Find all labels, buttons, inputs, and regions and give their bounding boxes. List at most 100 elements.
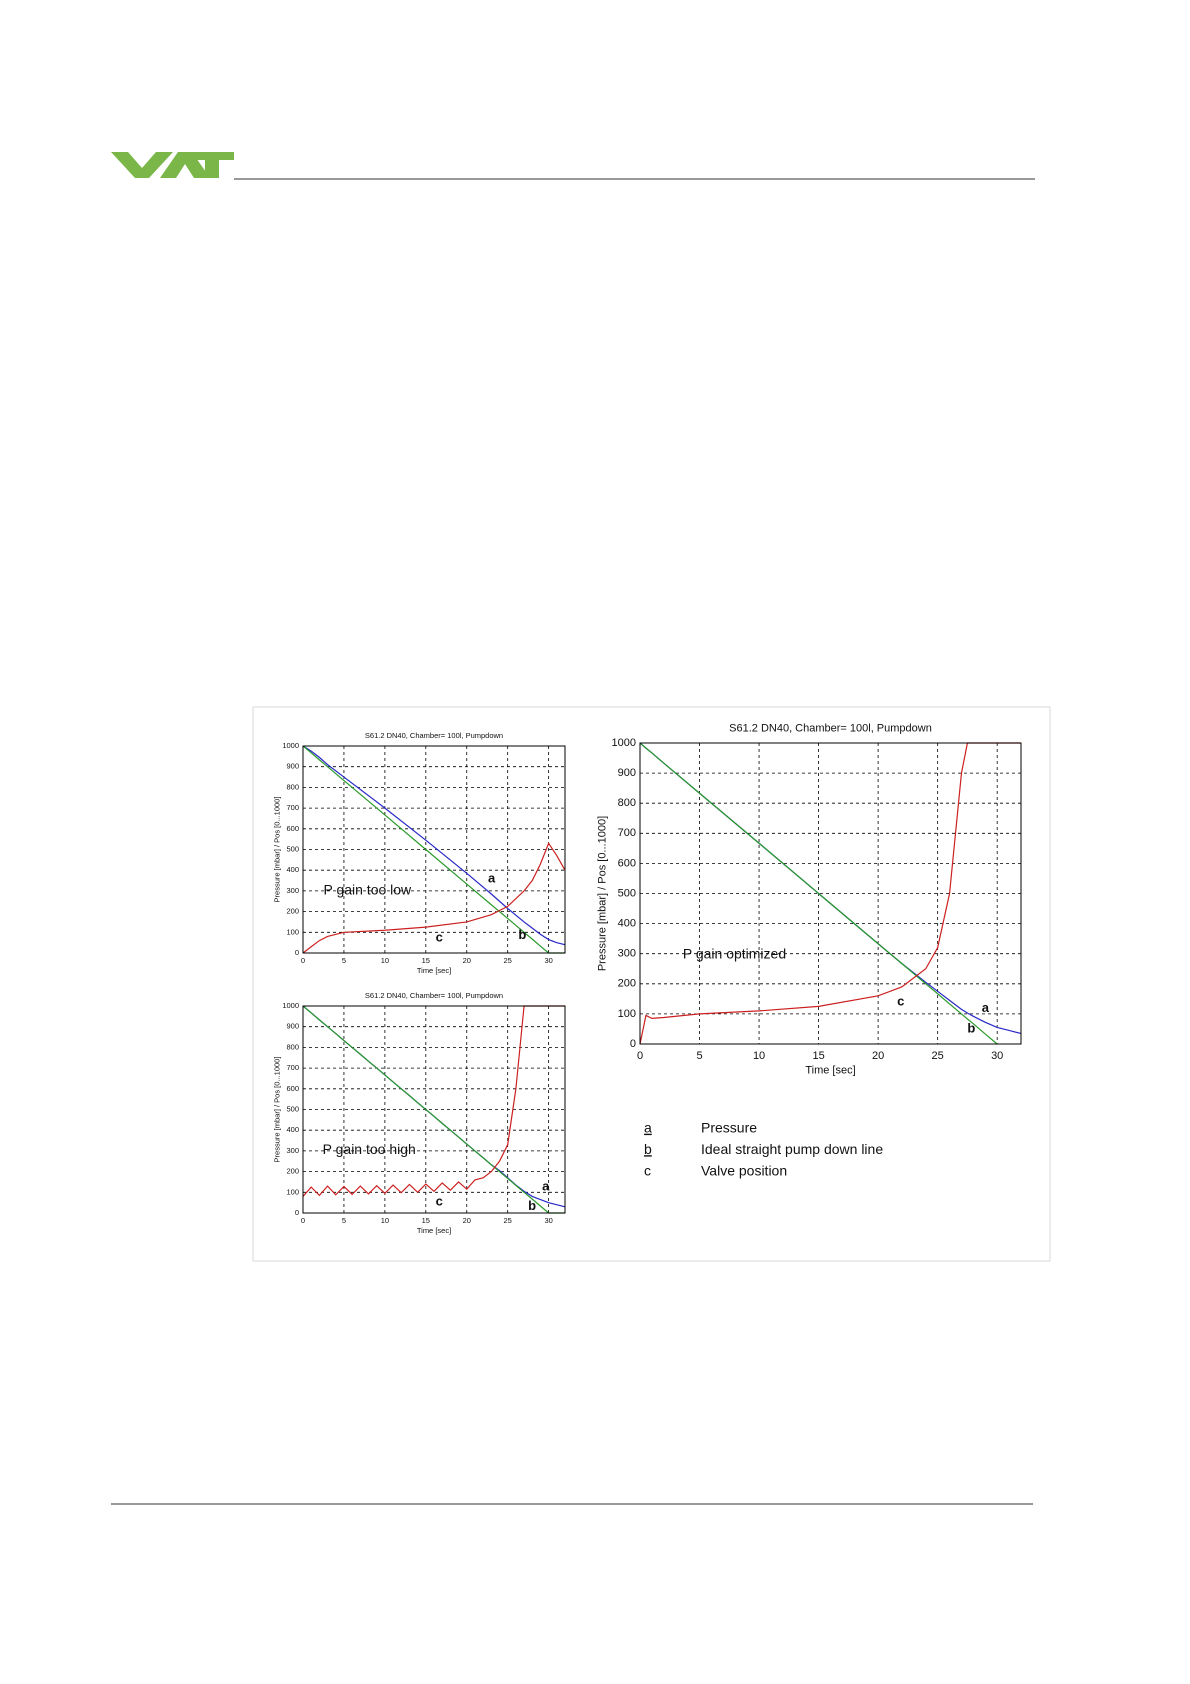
x-axis-label: Time [sec] [417, 966, 451, 975]
series-label: a [488, 871, 496, 886]
plot-frame [302, 1005, 566, 1214]
legend-key: a [644, 1120, 652, 1136]
figure-frame [252, 706, 1051, 1262]
y-tick-label: 800 [286, 1042, 299, 1051]
y-axis-label: Pressure [mbar] / Pos [0...1000] [597, 816, 609, 971]
chart: 0 100 200 300 400 500 600 700 800 900 1000 0 5 10 15 20… [272, 991, 566, 1235]
y-tick-label: 400 [286, 865, 299, 874]
series-label: c [436, 929, 443, 944]
series-label: b [518, 927, 526, 942]
y-tick-label: 900 [286, 1022, 299, 1031]
series-line [639, 742, 998, 1045]
series-label: a [982, 1000, 990, 1015]
x-tick-label: 20 [463, 1216, 471, 1225]
legend-key: c [644, 1163, 651, 1179]
y-tick-label: 800 [618, 797, 636, 809]
y-tick-label: 1000 [612, 737, 636, 749]
legend-label: Pressure [701, 1120, 757, 1136]
y-tick-label: 400 [618, 918, 636, 930]
series-line [302, 745, 566, 946]
chart: 0 100 200 300 400 500 600 700 800 900 1000 0 5 10 15 20… [597, 723, 1022, 1076]
logo-t [188, 152, 234, 178]
x-tick-label: 10 [753, 1050, 765, 1062]
annotation: P gain optimized [683, 945, 786, 961]
y-tick-label: 600 [286, 824, 299, 833]
y-tick-label: 1000 [282, 1001, 299, 1010]
y-tick-label: 500 [286, 844, 299, 853]
x-axis-label: Time [sec] [805, 1064, 855, 1076]
y-tick-label: 100 [286, 1187, 299, 1196]
y-tick-label: 300 [618, 948, 636, 960]
chart-title: S61.2 DN40, Chamber= 100l, Pumpdown [365, 991, 503, 1000]
y-tick-label: 300 [286, 886, 299, 895]
legend: a Pressure b Ideal straight pump down line c… [644, 1120, 883, 1179]
plot-frame [639, 742, 1022, 1045]
x-tick-label: 15 [812, 1050, 824, 1062]
y-tick-label: 0 [295, 948, 299, 957]
chart-title: S61.2 DN40, Chamber= 100l, Pumpdown [365, 731, 503, 740]
y-tick-label: 500 [286, 1104, 299, 1113]
x-tick-label: 30 [991, 1050, 1003, 1062]
logo [111, 152, 234, 178]
x-tick-label: 15 [422, 1216, 430, 1225]
annotation: P gain too low [323, 882, 412, 898]
series-label: a [542, 1178, 550, 1193]
x-tick-label: 0 [637, 1050, 643, 1062]
y-tick-label: 1000 [282, 741, 299, 750]
y-tick-label: 600 [286, 1084, 299, 1093]
y-tick-label: 200 [286, 907, 299, 916]
series-line [302, 841, 566, 954]
series-line [302, 1005, 565, 1197]
x-tick-label: 0 [301, 956, 305, 965]
y-axis-label: Pressure [mbar] / Pos [0...1000] [272, 797, 281, 903]
logo-a [160, 152, 210, 178]
y-tick-label: 700 [286, 1063, 299, 1072]
x-tick-label: 5 [696, 1050, 702, 1062]
chart-title: S61.2 DN40, Chamber= 100l, Pumpdown [729, 723, 932, 735]
y-tick-label: 700 [286, 803, 299, 812]
y-tick-label: 0 [295, 1208, 299, 1217]
x-tick-label: 0 [301, 1216, 305, 1225]
y-tick-label: 200 [618, 978, 636, 990]
y-tick-label: 200 [286, 1167, 299, 1176]
y-tick-label: 600 [618, 857, 636, 869]
legend-label: Valve position [701, 1163, 787, 1179]
x-tick-label: 5 [342, 1216, 346, 1225]
y-tick-label: 700 [618, 827, 636, 839]
y-tick-label: 100 [286, 927, 299, 936]
x-tick-label: 5 [342, 956, 346, 965]
y-axis-label: Pressure [mbar] / Pos [0...1000] [272, 1057, 281, 1163]
y-tick-label: 300 [286, 1146, 299, 1155]
x-tick-label: 15 [422, 956, 430, 965]
x-tick-label: 10 [381, 956, 389, 965]
series-label: b [967, 1020, 975, 1035]
y-tick-label: 400 [286, 1125, 299, 1134]
series-label: c [436, 1194, 443, 1209]
y-tick-label: 900 [286, 762, 299, 771]
y-tick-label: 0 [630, 1038, 636, 1050]
series-line [302, 745, 565, 954]
series-line [302, 1005, 565, 1214]
x-axis-label: Time [sec] [417, 1226, 451, 1235]
series-label: c [897, 993, 904, 1008]
x-tick-label: 30 [544, 1216, 552, 1225]
x-tick-label: 20 [463, 956, 471, 965]
chart: 0 100 200 300 400 500 600 700 800 900 1000 0 5 10 15 20… [272, 731, 566, 975]
x-tick-label: 30 [544, 956, 552, 965]
x-tick-label: 10 [381, 1216, 389, 1225]
series-label: b [528, 1198, 536, 1213]
y-tick-label: 800 [286, 782, 299, 791]
plot-area [640, 743, 1021, 1044]
x-tick-label: 25 [504, 956, 512, 965]
annotation: P gain too high [323, 1141, 416, 1157]
plot-frame [302, 745, 566, 954]
logo-v [111, 152, 173, 178]
legend-key: b [644, 1141, 652, 1157]
x-tick-label: 20 [872, 1050, 884, 1062]
y-tick-label: 500 [618, 887, 636, 899]
legend-label: Ideal straight pump down line [701, 1141, 883, 1157]
x-tick-label: 25 [504, 1216, 512, 1225]
x-tick-label: 25 [932, 1050, 944, 1062]
